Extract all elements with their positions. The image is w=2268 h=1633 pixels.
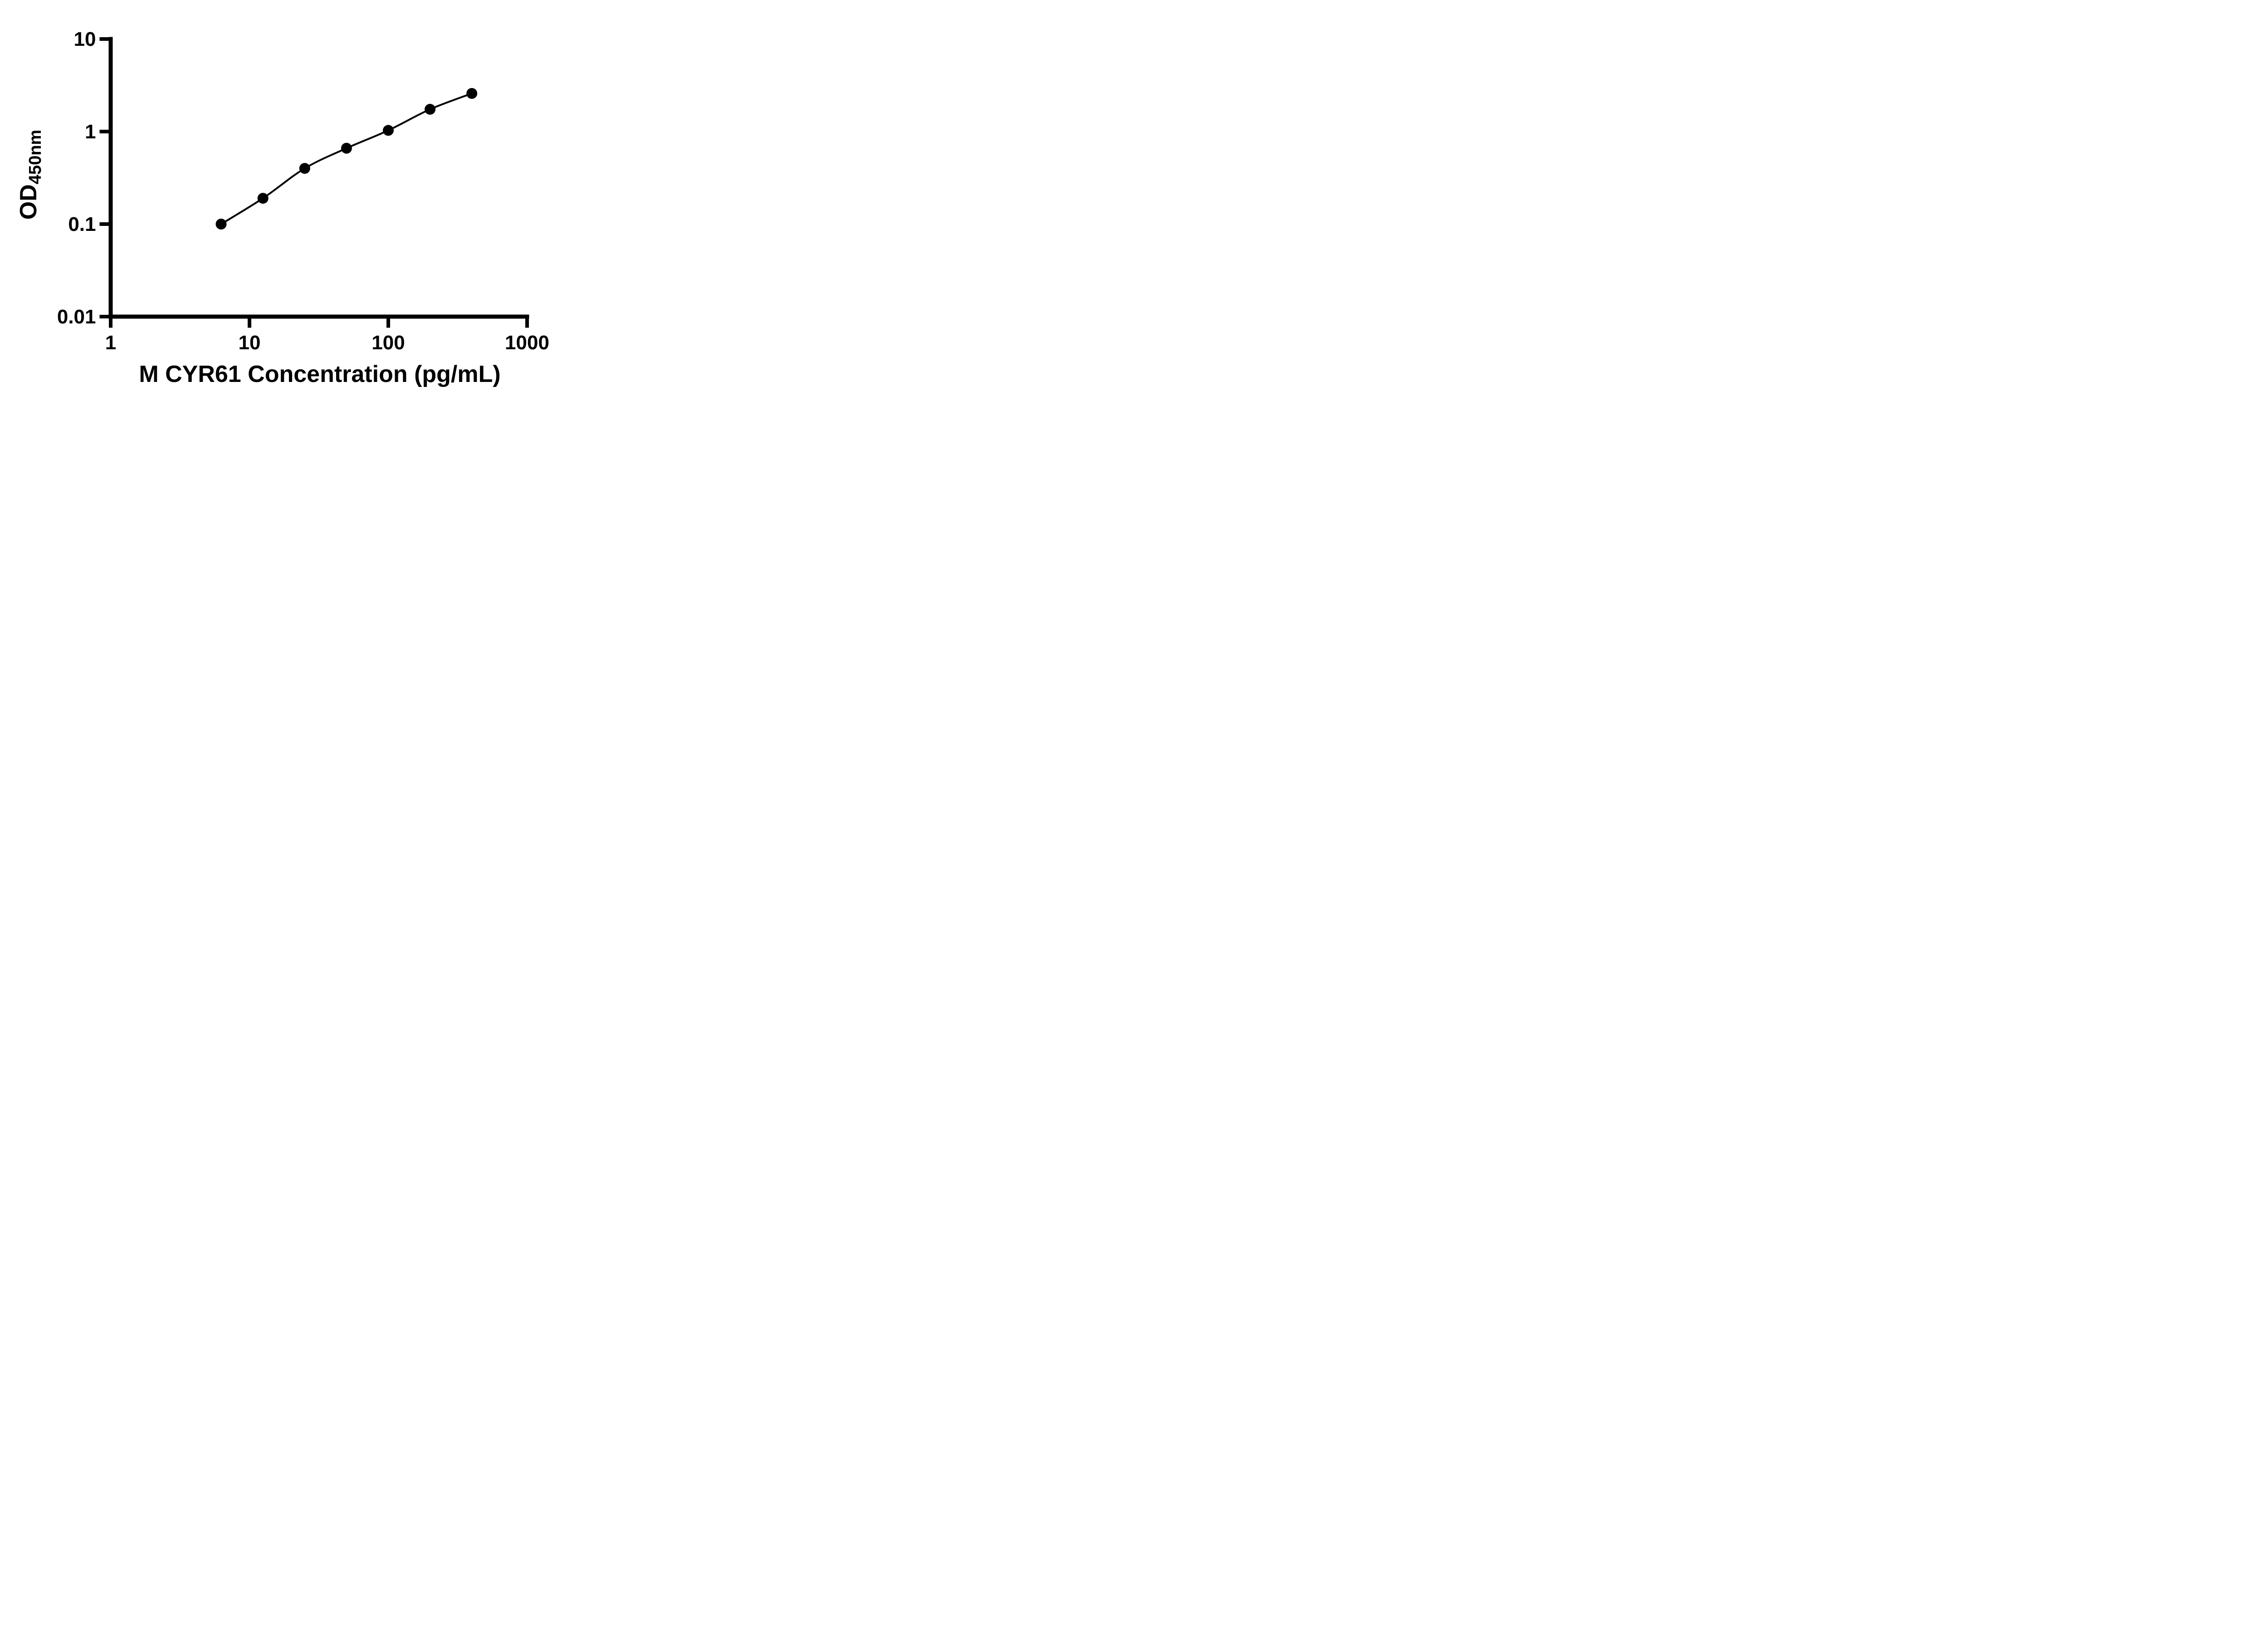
x-tick-label: 10	[239, 332, 261, 354]
standard-curve-chart: 1 10 100 1000 0.01 0.1 1 10 M CYR61 Concentrati…	[15, 28, 549, 387]
plot-area: 1 10 100 1000 0.01 0.1 1 10	[57, 28, 549, 354]
data-point	[466, 88, 478, 99]
x-axis-title: M CYR61 Concentration (pg/mL)	[139, 361, 500, 387]
elisa-standard-curve-figure: 1 10 100 1000 0.01 0.1 1 10 M CYR61 Concentrati…	[0, 0, 583, 408]
y-axis-title: OD450nm	[15, 130, 45, 220]
data-point	[215, 219, 227, 230]
y-axis-title-subscript: 450nm	[26, 130, 45, 184]
y-tick-label: 0.01	[57, 306, 96, 328]
data-point	[257, 193, 269, 204]
y-tick-label: 1	[85, 121, 96, 143]
y-tick-label: 0.1	[68, 213, 96, 235]
data-point	[383, 125, 394, 136]
data-point	[341, 142, 352, 154]
x-tick-label: 100	[371, 332, 405, 354]
x-tick-label: 1000	[505, 332, 549, 354]
axis-lines	[108, 37, 529, 319]
data-point	[299, 163, 310, 174]
x-tick-label: 1	[105, 332, 116, 354]
data-point	[425, 103, 436, 115]
fit-curve	[220, 93, 472, 225]
y-axis-title-main: OD	[15, 184, 42, 220]
y-tick-label: 10	[74, 28, 96, 50]
